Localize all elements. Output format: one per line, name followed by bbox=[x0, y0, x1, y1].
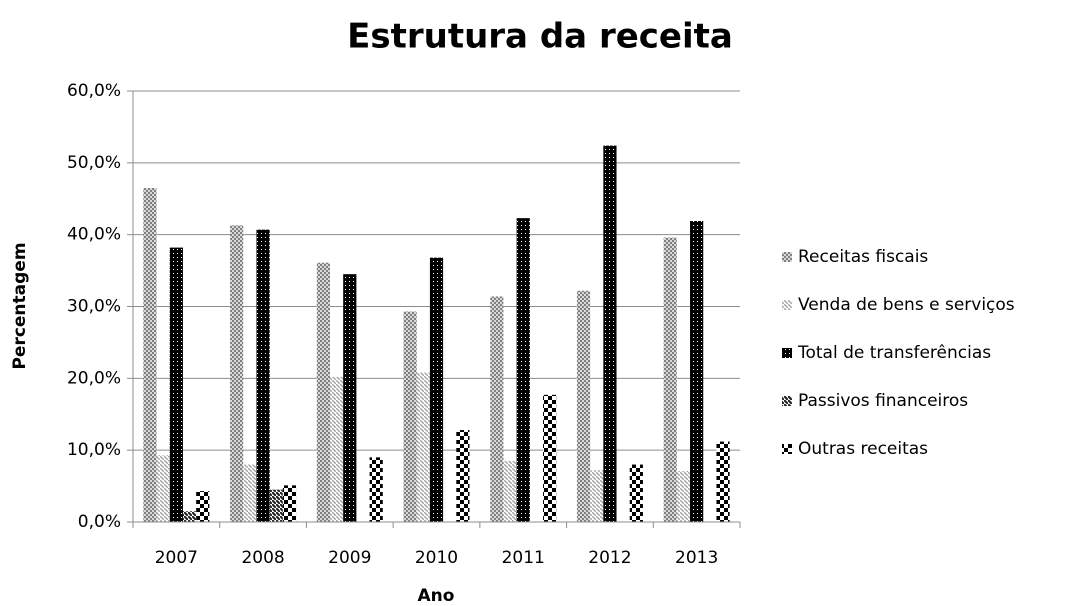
legend-swatch bbox=[782, 252, 792, 262]
bar bbox=[516, 218, 530, 522]
bar bbox=[316, 262, 330, 522]
legend-swatch bbox=[782, 300, 792, 310]
bar bbox=[429, 257, 444, 522]
legend-label: Outras receitas bbox=[798, 439, 928, 459]
bar bbox=[490, 296, 504, 522]
y-tick-label: 10,0% bbox=[67, 440, 121, 460]
legend-swatch bbox=[782, 396, 792, 406]
x-tick-label: 2011 bbox=[502, 548, 545, 568]
bar bbox=[230, 225, 244, 522]
y-tick-label: 50,0% bbox=[67, 153, 121, 173]
x-tick-label: 2010 bbox=[415, 548, 458, 568]
legend-label: Total de transferências bbox=[797, 343, 991, 363]
bar bbox=[156, 455, 170, 522]
legend-swatch bbox=[782, 348, 792, 358]
x-axis-title: Ano bbox=[418, 586, 455, 606]
legend-label: Passivos financeiros bbox=[798, 391, 968, 411]
bar bbox=[576, 290, 591, 522]
bar bbox=[143, 187, 157, 522]
bar bbox=[282, 485, 297, 522]
bar bbox=[416, 372, 430, 522]
x-tick-label: 2012 bbox=[588, 548, 631, 568]
bar bbox=[369, 457, 383, 522]
bar bbox=[663, 237, 677, 523]
legend-swatch bbox=[782, 444, 792, 454]
bar bbox=[543, 394, 557, 522]
bar bbox=[456, 430, 470, 522]
bar bbox=[690, 221, 704, 523]
x-tick-label: 2008 bbox=[241, 548, 284, 568]
y-tick-label: 40,0% bbox=[67, 225, 121, 245]
chart-title: Estrutura da receita bbox=[347, 17, 733, 57]
y-axis-title: Percentagem bbox=[10, 242, 30, 369]
x-tick-label: 2009 bbox=[328, 548, 371, 568]
bar bbox=[256, 229, 270, 522]
bar bbox=[603, 145, 617, 523]
bar bbox=[169, 247, 183, 522]
x-tick-label: 2007 bbox=[155, 548, 198, 568]
bar bbox=[243, 464, 257, 522]
bar bbox=[403, 311, 417, 522]
legend-label: Venda de bens e serviços bbox=[798, 295, 1015, 315]
y-tick-label: 20,0% bbox=[67, 368, 121, 388]
bar bbox=[629, 464, 643, 522]
y-tick-label: 30,0% bbox=[67, 297, 121, 317]
bar bbox=[269, 489, 283, 522]
x-tick-label: 2013 bbox=[675, 548, 718, 568]
bar bbox=[716, 441, 730, 522]
bar bbox=[196, 491, 210, 522]
y-tick-label: 0,0% bbox=[78, 512, 121, 532]
bar bbox=[329, 376, 344, 522]
y-tick-label: 60,0% bbox=[67, 81, 121, 101]
bar bbox=[343, 274, 357, 522]
bar bbox=[182, 511, 197, 522]
bar bbox=[590, 470, 604, 522]
bar bbox=[503, 460, 517, 522]
legend-label: Receitas fiscais bbox=[798, 247, 928, 267]
bar bbox=[676, 470, 691, 522]
